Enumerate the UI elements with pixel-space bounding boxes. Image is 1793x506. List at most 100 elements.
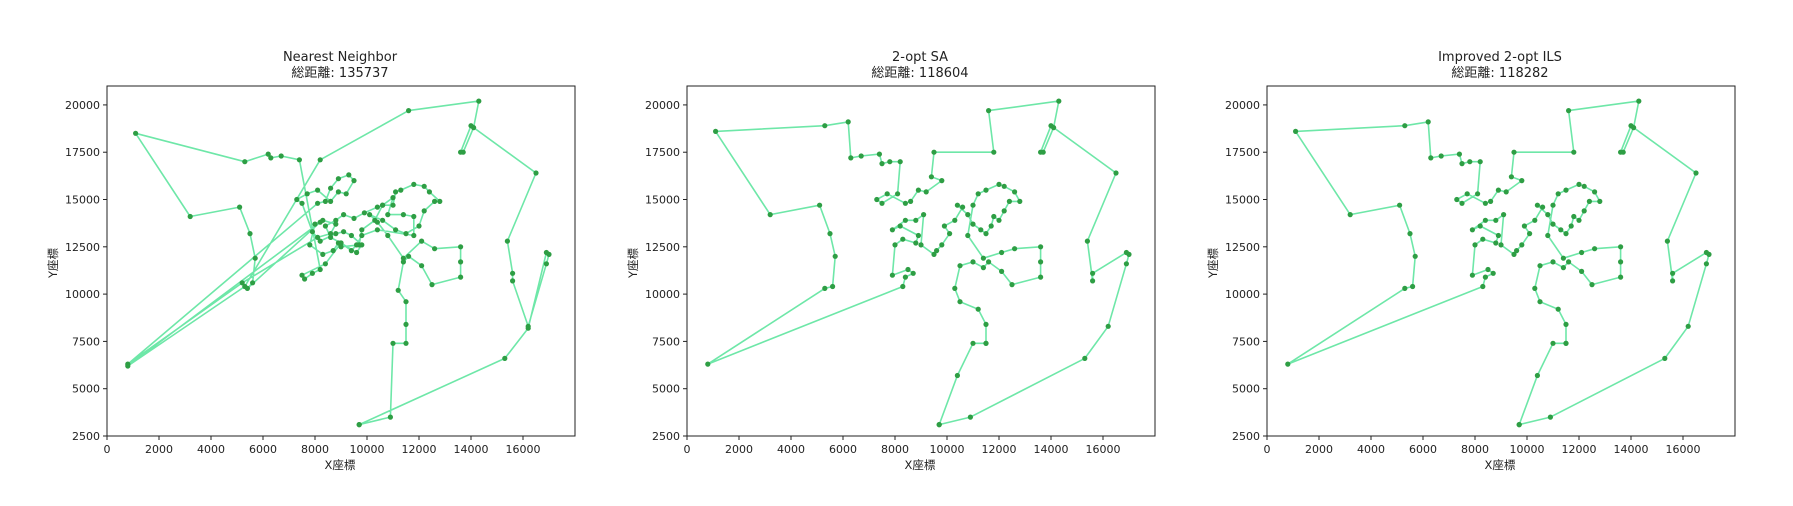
subplot-2-city-point [960, 204, 966, 210]
subplot-2-city-point [902, 200, 909, 206]
subplot-1-city-point [335, 176, 341, 182]
subplot-1-city-point [307, 242, 313, 248]
subplot-2-city-point [980, 265, 987, 271]
subplot-1-city-point [343, 191, 349, 197]
subplot-3-city-point [1482, 274, 1488, 280]
subplot-1-city-point [543, 249, 550, 256]
subplot-2-y-tick-label: 12500 [645, 241, 680, 254]
subplot-2-city-point [902, 274, 909, 280]
subplot-3-city-point [1579, 249, 1585, 256]
subplot-2-city-point [915, 187, 922, 193]
subplot-2-x-tick-label: 10000 [930, 443, 965, 456]
subplot-3-city-point [1563, 321, 1569, 327]
subplot-1-city-point [328, 198, 334, 204]
subplot-2-city-point [908, 198, 914, 204]
subplot-3-city-point [1475, 191, 1481, 197]
subplot-1-city-point [237, 204, 243, 210]
subplot-2-city-point [996, 181, 1002, 187]
subplot-3-city-point [1503, 189, 1509, 195]
subplot-2-city-point [1105, 323, 1111, 329]
subplot-2-city-point [947, 231, 953, 237]
subplot-1-xlabel: X座標 [325, 458, 356, 472]
subplot-2-city-point [954, 202, 961, 208]
subplot-1-city-point [406, 253, 412, 259]
subplot-3-x-tick-label: 12000 [1562, 443, 1597, 456]
subplot-1-y-tick-label: 12500 [65, 241, 100, 254]
subplot-2-y-tick-label: 17500 [645, 146, 680, 159]
subplot-1-city-point [437, 198, 443, 204]
subplot-2-city-point [889, 272, 896, 278]
subplot-1-city-point [395, 287, 401, 293]
subplot-1-city-point [367, 212, 373, 218]
subplot-1-city-point [328, 231, 334, 237]
subplot-1: Nearest Neighbor 総距離: 135737 0 2000 4000 60… [46, 50, 576, 472]
subplot-3-city-point [1459, 161, 1465, 167]
subplot-3-city-point [1508, 174, 1514, 180]
subplot-3-city-point [1618, 274, 1624, 280]
subplot-1-city-point [247, 231, 253, 237]
subplot-2-city-point [884, 191, 890, 197]
subplot-1-city-point [354, 242, 360, 248]
subplot-2-city-point [934, 248, 940, 254]
subplot-3-city-point [1469, 272, 1475, 278]
subplot-2-title: 2-opt SA [892, 50, 948, 65]
subplot-2-city-point [1012, 246, 1018, 252]
subplot-1-city-point [421, 208, 427, 214]
subplot-3-x-tick-label: 8000 [1461, 443, 1489, 456]
subplot-3-city-point [1532, 217, 1538, 223]
subplot-3-city-point [1495, 232, 1501, 239]
subplot-2-city-point [931, 251, 937, 257]
subplot-1-y-tick-label: 5000 [72, 383, 100, 396]
subplot-3-city-point [1498, 242, 1504, 248]
subplot-2-city-point [986, 108, 992, 114]
subplot-1-route-line [127, 100, 550, 426]
subplot-2-city-point [1123, 261, 1129, 267]
subplot-1-x-tick-label: 6000 [249, 443, 277, 456]
subplot-3-city-point [1402, 123, 1408, 129]
subplot-1-city-point [385, 232, 391, 239]
subplot-2-city-point [913, 240, 919, 246]
subplot-2-city-point [957, 299, 963, 305]
subplot-2-city-point [889, 227, 896, 233]
subplot-2-city-point [1090, 278, 1096, 284]
subplot-3-city-point [1347, 212, 1353, 218]
subplot-2-city-point [952, 285, 958, 291]
subplot-2-city-point [975, 306, 981, 312]
subplot-1-city-point [458, 149, 464, 155]
subplot-1-city-point [333, 221, 339, 227]
subplot-2-x-tick-label: 4000 [777, 443, 805, 456]
subplot-3-subtitle: 総距離: 118282 [1451, 66, 1548, 81]
subplot-3-city-point [1576, 181, 1582, 187]
subplot-3-city-point [1620, 149, 1626, 155]
subplot-2-city-point [832, 253, 838, 259]
subplot-1-city-point [328, 185, 334, 191]
subplot-2-city-point [970, 221, 976, 227]
subplot-2-city-point [830, 283, 836, 290]
subplot-3-city-point [1412, 253, 1418, 259]
subplot-1-city-point [335, 189, 341, 195]
subplot-1-ylabel: Y座標 [46, 247, 60, 279]
subplot-3-x-tick-label: 6000 [1409, 443, 1437, 456]
subplot-1-city-point [421, 183, 427, 189]
subplot-2-city-point [941, 223, 948, 229]
subplot-1-city-point [250, 280, 256, 286]
subplot-2-city-point [952, 217, 958, 223]
subplot-1-city-point [390, 195, 396, 201]
subplot-3-city-point [1545, 212, 1551, 218]
subplot-2-city-point [970, 202, 976, 208]
subplot-1-city-point [416, 223, 422, 229]
subplot-2-city-point [928, 174, 935, 180]
subplot-2-city-point [1113, 170, 1119, 176]
subplot-2-plot-area: 0 2000 4000 6000 8000 10000 12000 14000 16000 250… [645, 85, 1156, 456]
subplot-1-city-point [411, 232, 417, 239]
subplot-1-city-point [330, 248, 336, 254]
subplot-1-city-point [372, 217, 378, 223]
subplot-1-city-point [390, 340, 396, 346]
subplot-1-city-point [294, 196, 300, 203]
subplot-2-city-point [892, 242, 898, 248]
subplot-1-plot-area: 0 2000 4000 6000 8000 10000 12000 14000 16000 250… [65, 85, 576, 456]
subplot-1-city-point [400, 259, 406, 265]
subplot-2-city-point [848, 155, 854, 161]
